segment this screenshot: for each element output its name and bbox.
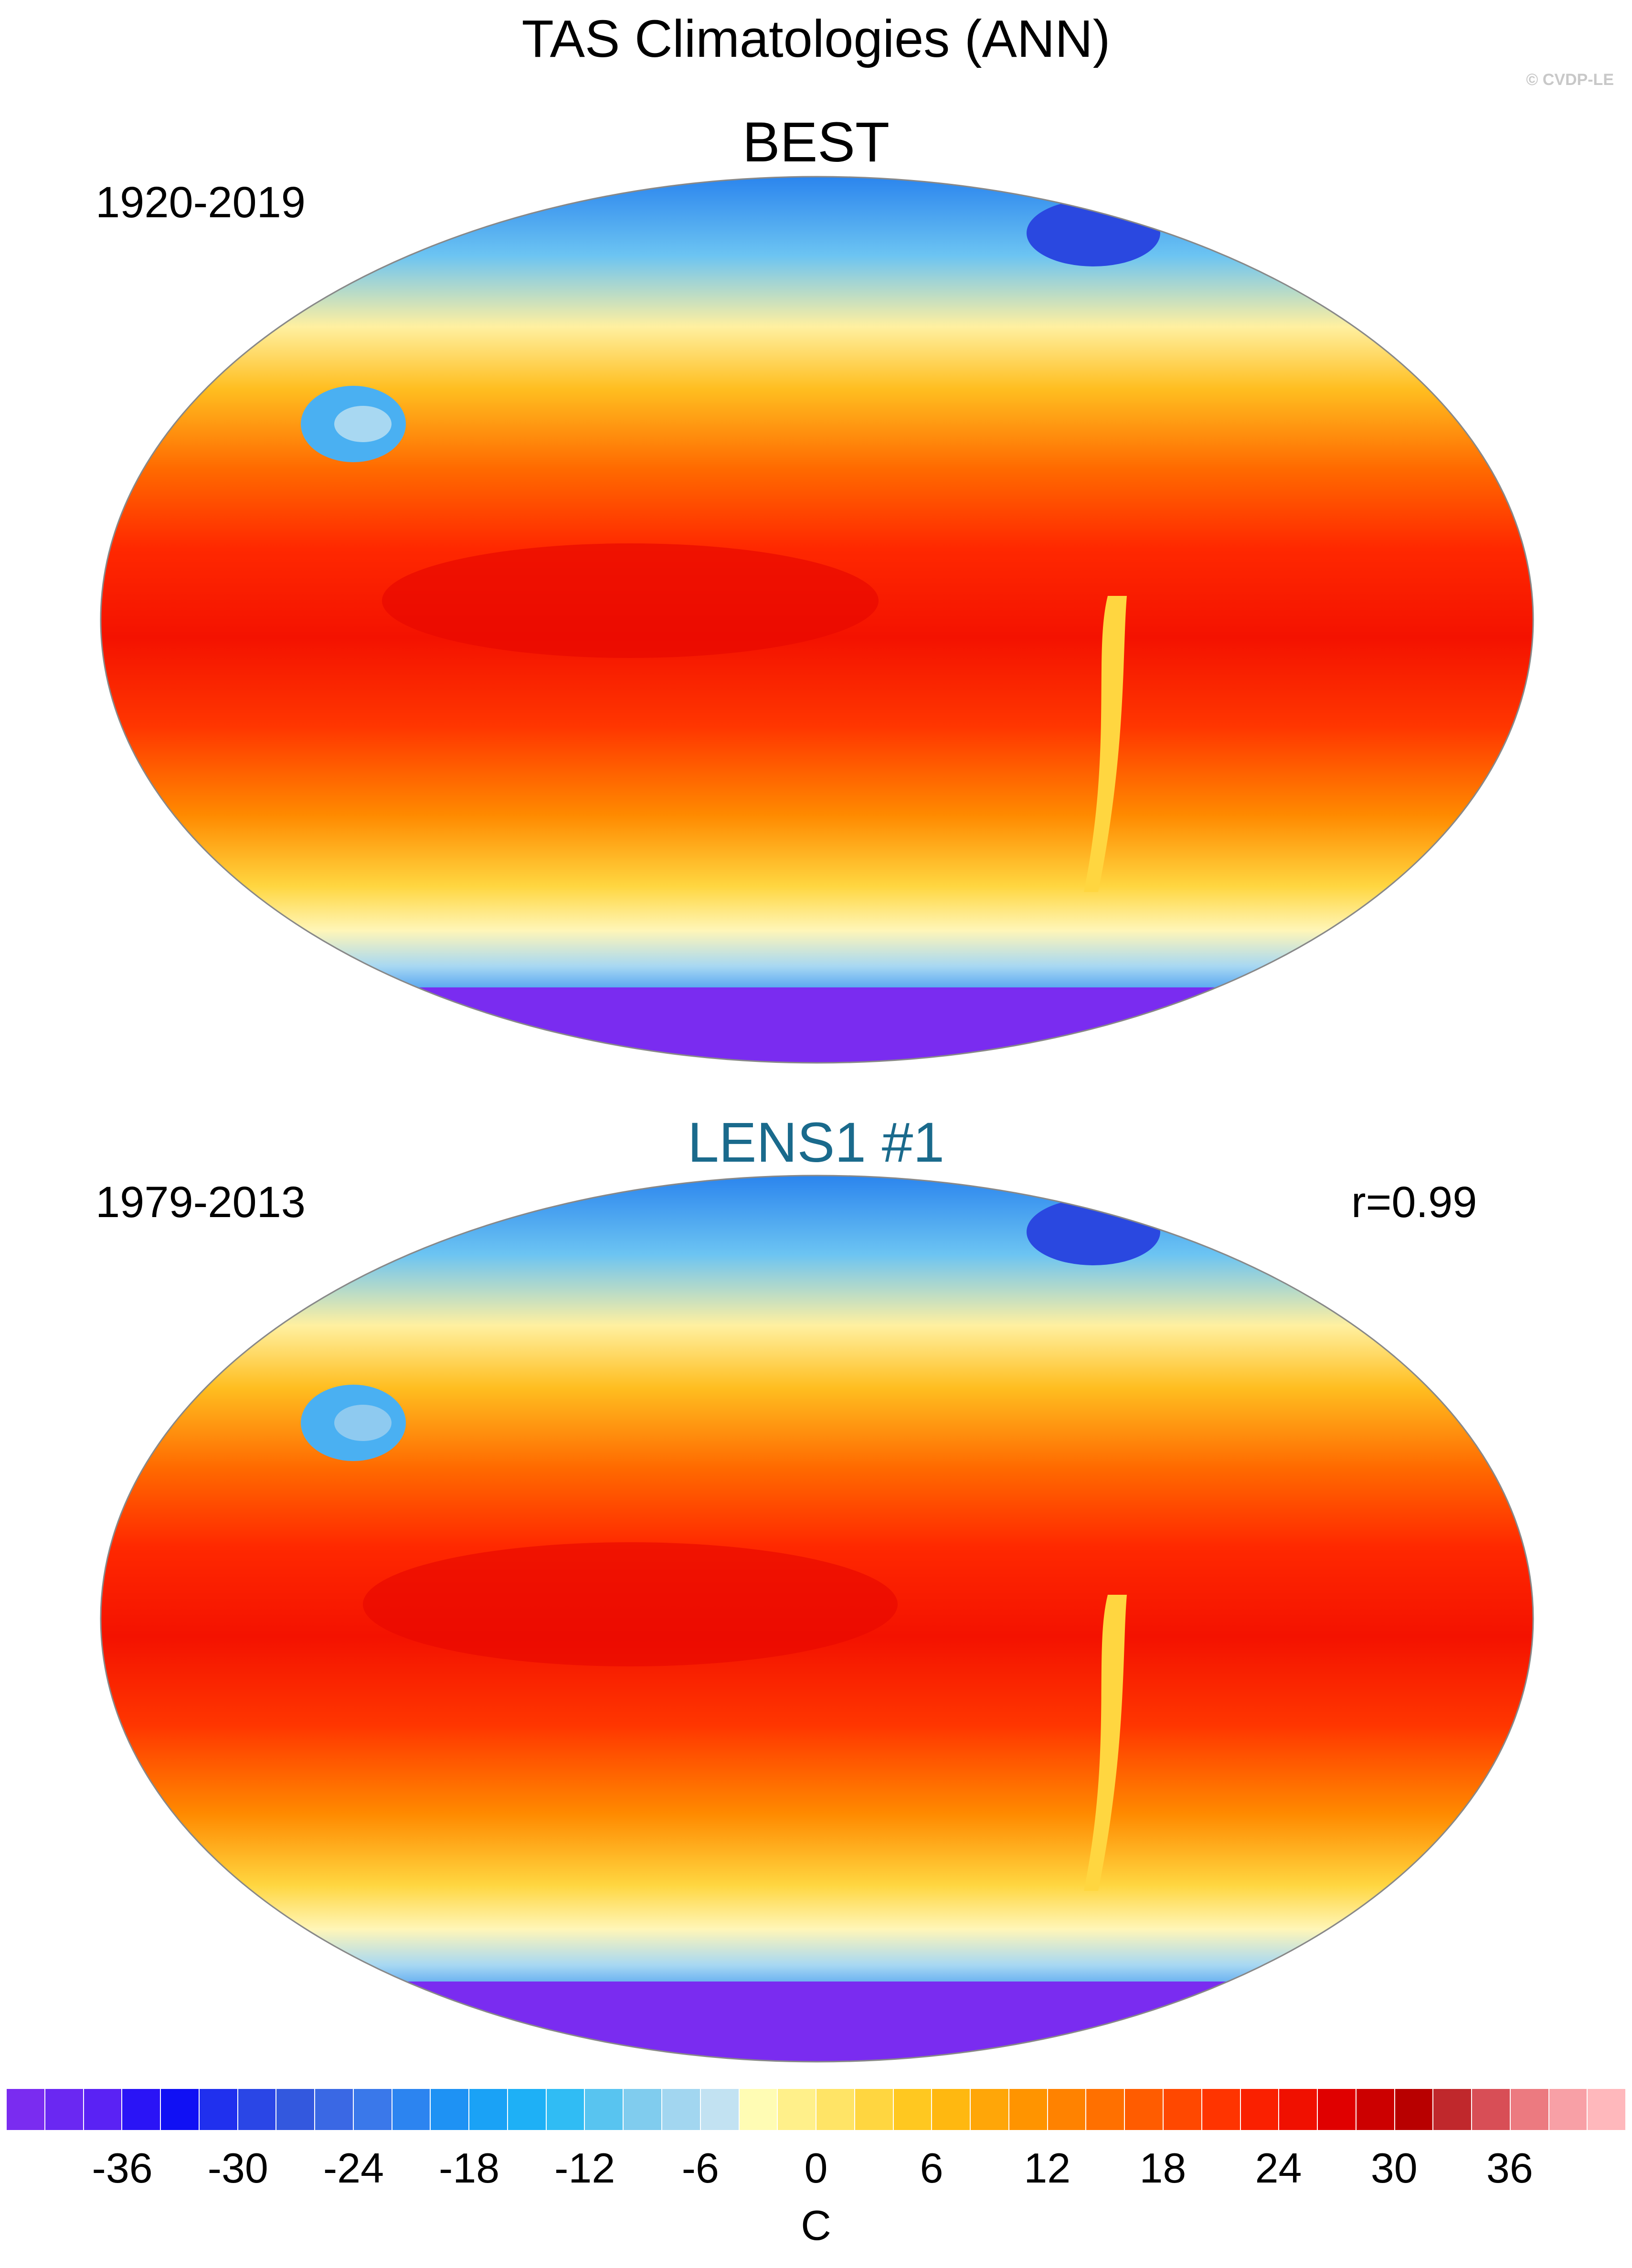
colorbar-swatch (778, 2089, 817, 2130)
colorbar-swatch (816, 2089, 855, 2130)
colorbar-swatch (161, 2089, 200, 2130)
colorbar-swatch (315, 2089, 354, 2130)
colorbar-tick-label: 24 (1255, 2144, 1302, 2192)
colorbar-swatch (700, 2089, 740, 2130)
colorbar-swatch (1433, 2089, 1473, 2130)
colorbar-swatch (585, 2089, 624, 2130)
colorbar-swatch (1125, 2089, 1164, 2130)
colorbar-tick-label: -36 (92, 2144, 153, 2192)
colorbar-swatch (1472, 2089, 1511, 2130)
panel-2-temperature-map (100, 1175, 1534, 2063)
panel-1-title: BEST (742, 111, 890, 174)
colorbar-swatch (84, 2089, 123, 2130)
antarctica-region (101, 1982, 1533, 2062)
andes-cold-strip (1084, 596, 1127, 892)
colorbar-swatch (1048, 2089, 1087, 2130)
colorbar-swatch (1279, 2089, 1318, 2130)
colorbar-tick-label: 12 (1024, 2144, 1071, 2192)
colorbar-swatch (971, 2089, 1009, 2130)
colorbar-tick-label: 0 (804, 2144, 828, 2192)
colorbar-tick-label: 30 (1370, 2144, 1418, 2192)
greenland-cold-region (1027, 1198, 1160, 1265)
colorbar-tick-label: 6 (920, 2144, 943, 2192)
warm-pool-region (363, 1542, 898, 1666)
colorbar-swatch (353, 2089, 392, 2130)
andes-cold-strip (1084, 1595, 1127, 1891)
colorbar-swatch (45, 2089, 84, 2130)
colorbar-swatch (739, 2089, 778, 2130)
colorbar-tick-label: -24 (323, 2144, 384, 2192)
colorbar-swatch (1086, 2089, 1125, 2130)
panel-1-temperature-map (100, 176, 1534, 1064)
colorbar-swatch (122, 2089, 161, 2130)
colorbar-swatch (1395, 2089, 1434, 2130)
colorbar-swatch (1549, 2089, 1588, 2130)
colorbar-swatch (546, 2089, 585, 2130)
colorbar-tick-label: -30 (207, 2144, 268, 2192)
colorbar-swatch (1009, 2089, 1048, 2130)
colorbar-swatch (392, 2089, 431, 2130)
colorbar-swatch (238, 2089, 277, 2130)
panel-2-correlation: r=0.99 (1351, 1178, 1477, 1227)
colorbar-swatch (1510, 2089, 1549, 2130)
figure-title: TAS Climatologies (ANN) (521, 10, 1111, 68)
colorbar-swatch (893, 2089, 933, 2130)
colorbar-swatch (7, 2089, 45, 2130)
panel-2-title: LENS1 #1 (688, 1111, 944, 1174)
colorbar-tick-label: -6 (681, 2144, 719, 2192)
colorbar-tick-label: 18 (1139, 2144, 1187, 2192)
colorbar-unit: C (801, 2202, 831, 2249)
colorbar-swatch (1240, 2089, 1280, 2130)
colorbar-tick-label: -12 (554, 2144, 615, 2192)
colorbar-swatch (855, 2089, 894, 2130)
panel-1-period: 1920-2019 (95, 178, 306, 227)
colorbar-swatch (932, 2089, 971, 2130)
antarctica-region (101, 987, 1533, 1063)
colorbar-swatch (1588, 2089, 1626, 2130)
colorbar-swatch (1356, 2089, 1395, 2130)
colorbar-swatch (469, 2089, 508, 2130)
colorbar-swatch (662, 2089, 701, 2130)
colorbar-swatch (624, 2089, 663, 2130)
colorbar-swatch (431, 2089, 470, 2130)
colorbar-swatch (199, 2089, 238, 2130)
greenland-cold-region (1027, 200, 1160, 266)
copyright-watermark: © CVDP-LE (1526, 71, 1614, 89)
colorbar-swatch (276, 2089, 316, 2130)
warm-pool-region (382, 543, 879, 658)
colorbar-swatch (1318, 2089, 1356, 2130)
colorbar-tick-label: 36 (1486, 2144, 1533, 2192)
colorbar (7, 2089, 1626, 2130)
colorbar-swatch (1202, 2089, 1241, 2130)
colorbar-tick-label: -18 (438, 2144, 500, 2192)
panel-2-period: 1979-2013 (95, 1178, 306, 1227)
colorbar-swatch (1163, 2089, 1202, 2130)
colorbar-swatch (508, 2089, 547, 2130)
